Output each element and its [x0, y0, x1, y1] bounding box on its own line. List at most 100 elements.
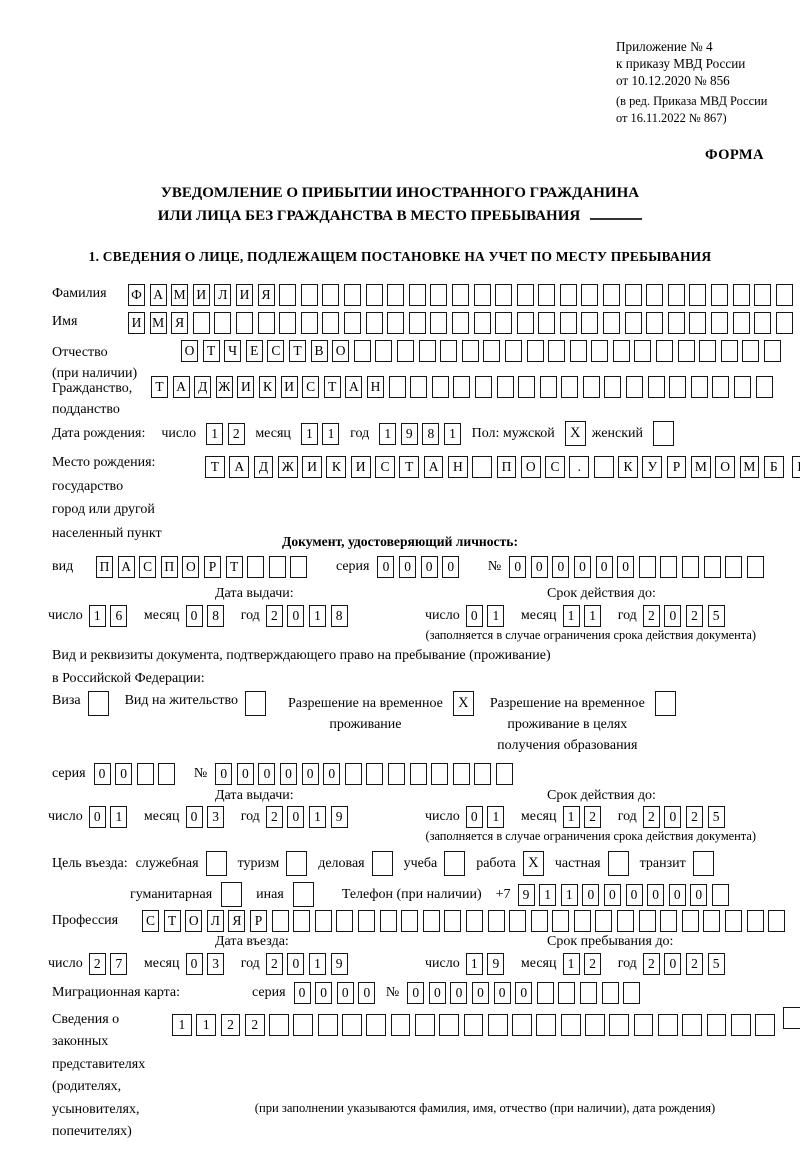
option-visa[interactable]: Виза	[52, 691, 109, 716]
patronymic-sublabel: (при наличии)	[52, 366, 138, 381]
purpose-tourism-checkbox[interactable]	[286, 851, 308, 876]
doc-number-label: №	[487, 559, 502, 574]
purpose-other[interactable]: иная	[256, 882, 314, 907]
temp-residence-checkbox[interactable]: X	[452, 691, 474, 716]
option-temp-residence-education[interactable]: Разрешение на временное проживание в цел…	[490, 691, 676, 756]
day-label: число	[48, 956, 83, 971]
representatives-block: Сведения о законных представителях (роди…	[52, 1007, 800, 1143]
purpose-business-checkbox[interactable]	[371, 851, 393, 876]
purpose-study[interactable]: учеба	[404, 851, 466, 876]
option-temp-residence[interactable]: Разрешение на временное проживание X	[288, 691, 474, 735]
year-label: год	[350, 425, 370, 441]
section1-heading: 1. СВЕДЕНИЯ О ЛИЦЕ, ПОДЛЕЖАЩЕМ ПОСТАНОВК…	[88, 249, 712, 264]
patronymic-label: Отчество	[52, 345, 108, 360]
visa-checkbox[interactable]	[87, 691, 109, 716]
option-residence-permit[interactable]: Вид на жительство	[125, 691, 266, 716]
purpose-private[interactable]: частная	[555, 851, 629, 876]
temp-residence-line1: Разрешение на временное	[287, 696, 443, 711]
appendix-line: от 10.12.2020 № 856	[616, 73, 730, 89]
stay-number-label: №	[193, 766, 208, 781]
doc-series-label: серия	[335, 559, 370, 574]
year-label: год	[617, 956, 637, 971]
residence-permit-checkbox[interactable]	[244, 691, 266, 716]
purpose-work[interactable]: работа X	[476, 851, 544, 876]
stay-series-label: серия	[52, 766, 86, 781]
purpose-study-checkbox[interactable]	[444, 851, 466, 876]
purpose-tourism[interactable]: туризм	[238, 851, 308, 876]
purpose-other-checkbox[interactable]	[292, 882, 314, 907]
blank-underline	[590, 218, 643, 221]
purpose-official[interactable]: служебная	[136, 851, 227, 876]
entry-date-title: Дата въезда:	[215, 934, 289, 949]
purpose-official-checkbox[interactable]	[205, 851, 227, 876]
month-label: месяц	[143, 608, 180, 623]
purpose-business[interactable]: деловая	[318, 851, 393, 876]
reps-label-line: (родителях,	[52, 1079, 122, 1095]
birth-date-label: Дата рождения:	[52, 425, 146, 441]
stay-until-title: Срок пребывания до:	[547, 934, 674, 949]
day-label: число	[425, 809, 460, 824]
year-label: год	[240, 608, 260, 623]
validity-note: (заполняется в случае ограничения срока …	[425, 829, 756, 843]
purpose-humanitarian[interactable]: гуманитарная	[130, 882, 243, 907]
doc-type-label: вид	[52, 559, 74, 574]
sex-male-checkbox[interactable]: X	[564, 421, 586, 446]
purpose-transit[interactable]: транзит	[640, 851, 714, 876]
purpose-transit-checkbox[interactable]	[692, 851, 714, 876]
purpose-work-checkbox[interactable]: X	[522, 851, 544, 876]
sex-female-label: женский	[591, 425, 643, 441]
birthplace-row2-cells[interactable]: ЕЗ	[791, 456, 800, 479]
sex-female-checkbox[interactable]	[652, 421, 674, 446]
phone-prefix: +7	[495, 886, 511, 902]
birthplace-block: Место рождения: государство город или др…	[52, 449, 800, 545]
temp-residence-edu-line1: Разрешение на временное	[489, 696, 645, 711]
temp-residence-edu-checkbox[interactable]	[654, 691, 676, 716]
reps-row2-cells[interactable]	[782, 1007, 800, 1030]
purpose-humanitarian-checkbox[interactable]	[221, 882, 243, 907]
amendment-line: (в ред. Приказа МВД России	[616, 94, 768, 109]
citizenship-label: Гражданство,	[52, 381, 133, 396]
purpose-private-checkbox[interactable]	[607, 851, 629, 876]
